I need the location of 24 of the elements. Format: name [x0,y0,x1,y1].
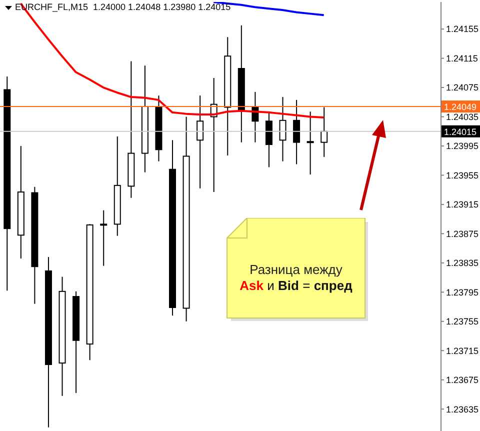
y-tick-label: 1.23635 [446,404,479,414]
candlestick [293,99,300,165]
y-tick-label: 1.24115 [446,53,478,64]
y-tick-label: 1.23795 [446,287,479,298]
candlestick [306,111,314,175]
candlestick [265,111,272,168]
candlestick [100,210,108,266]
y-tick-label: 1.23675 [446,375,479,386]
ref-line-label: 1.24049 [444,102,477,112]
ref-line-label: 1.24015 [444,126,477,137]
y-tick-label: 1.23915 [446,200,479,210]
y-tick-label: 1.24155 [446,24,479,34]
candlestick [279,96,286,162]
y-tick-label: 1.23955 [446,170,479,180]
annotation: Разница между Ask и Bid = спред [238,262,354,293]
y-tick-label: 1.23755 [446,316,479,327]
candlestick [320,106,328,158]
y-tick-label: 1.24035 [446,112,479,122]
y-tick-label: 1.23835 [446,258,479,268]
candlestick [196,95,204,189]
y-tick-label: 1.23715 [446,346,479,356]
y-tick-label: 1.23875 [446,228,479,239]
y-tick-label: 1.24075 [446,82,479,93]
y-tick-label: 1.23995 [446,141,479,152]
